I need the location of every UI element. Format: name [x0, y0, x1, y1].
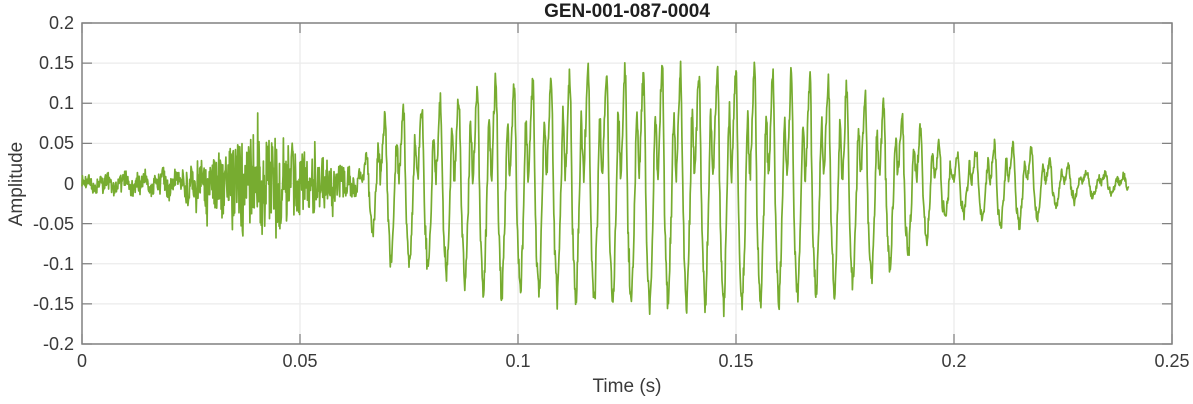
y-tick-label: 0.05	[38, 133, 74, 154]
y-tick-label: -0.05	[32, 213, 74, 234]
x-tick-label: 0.05	[282, 351, 318, 371]
x-tick-label: 0.25	[1154, 351, 1190, 371]
y-tick-label: 0.2	[48, 13, 74, 33]
x-tick-label: 0.15	[718, 351, 754, 371]
y-tick-label: -0.2	[42, 334, 74, 354]
y-axis-label: Amplitude	[6, 141, 27, 227]
chart-title: GEN-001-087-0004	[544, 1, 710, 22]
x-tick-label: 0	[76, 351, 88, 371]
x-axis-label: Time (s)	[592, 376, 662, 397]
x-tick-label: 0.1	[505, 351, 531, 371]
y-tick-label: 0.15	[38, 53, 74, 74]
y-tick-label: -0.15	[32, 293, 74, 314]
x-tick-label: 0.2	[941, 351, 967, 371]
y-tick-label: 0.1	[48, 93, 74, 114]
y-tick-label: -0.1	[42, 253, 74, 274]
waveform-path	[81, 60, 1130, 318]
y-tick-label: 0	[63, 173, 74, 194]
